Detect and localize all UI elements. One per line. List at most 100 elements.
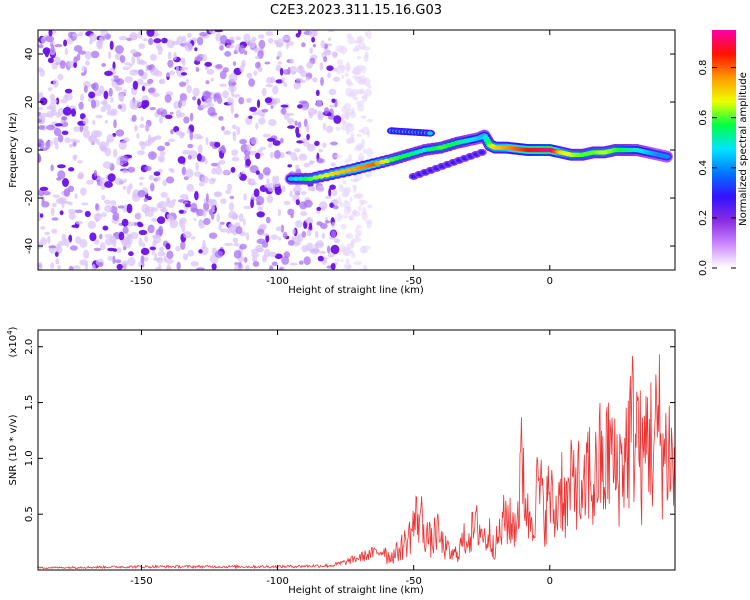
noise-speckle	[73, 62, 77, 68]
noise-speckle	[365, 170, 372, 178]
noise-speckle	[324, 195, 332, 200]
noise-speckle	[132, 80, 139, 90]
noise-speckle	[238, 44, 245, 55]
noise-speckle	[272, 140, 281, 146]
noise-speckle	[168, 138, 176, 142]
noise-speckle	[360, 200, 368, 205]
noise-speckle	[356, 56, 362, 60]
noise-speckle	[257, 66, 263, 73]
noise-speckle	[213, 191, 221, 197]
noise-speckle	[317, 110, 323, 119]
noise-speckle	[170, 111, 174, 115]
noise-speckle	[318, 148, 323, 153]
noise-speckle	[152, 240, 157, 248]
colorbar-tick-label: 0.0	[698, 260, 709, 276]
noise-speckle	[122, 66, 131, 70]
noise-speckle	[238, 213, 244, 223]
noise-speckle	[143, 100, 150, 108]
noise-speckle	[68, 265, 74, 270]
noise-speckle	[91, 263, 96, 270]
noise-speckle	[157, 51, 163, 55]
noise-speckle	[306, 229, 312, 237]
noise-speckle	[330, 162, 336, 167]
noise-speckle	[194, 56, 203, 62]
noise-speckle	[218, 223, 222, 230]
noise-speckle	[287, 208, 295, 216]
noise-speckle	[129, 31, 138, 41]
noise-speckle	[328, 88, 337, 96]
noise-speckle	[85, 60, 90, 66]
noise-speckle	[332, 51, 338, 59]
noise-speckle	[347, 36, 355, 45]
noise-speckle	[261, 113, 265, 118]
noise-speckle	[224, 51, 232, 57]
noise-speckle	[165, 176, 175, 184]
noise-speckle	[184, 203, 191, 208]
noise-speckle	[126, 203, 133, 214]
noise-speckle	[177, 199, 186, 203]
noise-speckle	[79, 238, 88, 248]
noise-speckle	[358, 205, 362, 211]
noise-speckle	[358, 156, 364, 162]
noise-speckle	[265, 216, 271, 224]
noise-speckle	[352, 209, 358, 216]
noise-speckle	[269, 151, 274, 159]
noise-speckle	[47, 235, 51, 244]
noise-speckle	[305, 76, 310, 81]
noise-speckle	[277, 51, 282, 58]
noise-speckle	[124, 62, 131, 66]
noise-speckle	[332, 205, 339, 210]
noise-speckle	[179, 81, 187, 87]
noise-speckle	[38, 119, 42, 123]
noise-speckle	[332, 189, 338, 197]
noise-speckle	[307, 107, 316, 116]
noise-speckle	[258, 39, 266, 49]
noise-speckle	[166, 250, 174, 259]
noise-speckle	[245, 158, 252, 167]
snr-multiplier-base: (x10	[8, 335, 19, 358]
colorbar-tick-label: 0.8	[698, 60, 709, 76]
noise-speckle	[57, 170, 66, 180]
noise-speckle	[38, 107, 44, 111]
noise-speckle	[264, 61, 271, 65]
noise-speckle	[266, 178, 270, 185]
noise-speckle	[327, 252, 335, 258]
colorbar-scale	[712, 30, 736, 268]
noise-speckle	[68, 211, 76, 220]
colorbar: 0.0 0.2 0.4 0.6 0.8 Normalized spectral ampl…	[698, 30, 749, 276]
noise-speckle	[268, 142, 273, 148]
noise-speckle	[305, 123, 310, 133]
noise-speckle	[262, 133, 272, 138]
noise-speckle	[318, 201, 328, 210]
noise-speckle	[187, 32, 192, 39]
noise-speckle	[294, 120, 298, 127]
noise-speckle	[136, 150, 145, 156]
noise-speckle	[154, 253, 158, 260]
noise-speckle	[280, 137, 284, 144]
noise-speckle	[147, 224, 155, 234]
y-tick-label: 0	[24, 147, 35, 153]
noise-speckle	[232, 132, 237, 142]
noise-speckle	[186, 84, 192, 94]
noise-speckle	[314, 109, 318, 115]
noise-speckle	[57, 265, 62, 270]
noise-speckle	[89, 232, 97, 242]
noise-speckle	[239, 243, 247, 250]
ridge-blob	[292, 176, 300, 181]
noise-speckle	[140, 116, 144, 122]
noise-speckle	[281, 77, 285, 84]
noise-speckle	[318, 250, 326, 254]
noise-speckle	[104, 199, 111, 205]
noise-speckle	[279, 67, 284, 76]
noise-speckle	[40, 97, 48, 106]
noise-speckle	[268, 251, 277, 258]
noise-speckle	[78, 31, 84, 37]
noise-speckle	[283, 82, 288, 87]
y-tick-label: -40	[24, 238, 35, 254]
noise-speckle	[233, 250, 242, 259]
noise-speckle	[211, 263, 217, 270]
noise-speckle	[219, 45, 224, 51]
noise-speckle	[208, 177, 215, 185]
noise-speckle	[253, 70, 258, 76]
noise-speckle	[127, 166, 136, 173]
